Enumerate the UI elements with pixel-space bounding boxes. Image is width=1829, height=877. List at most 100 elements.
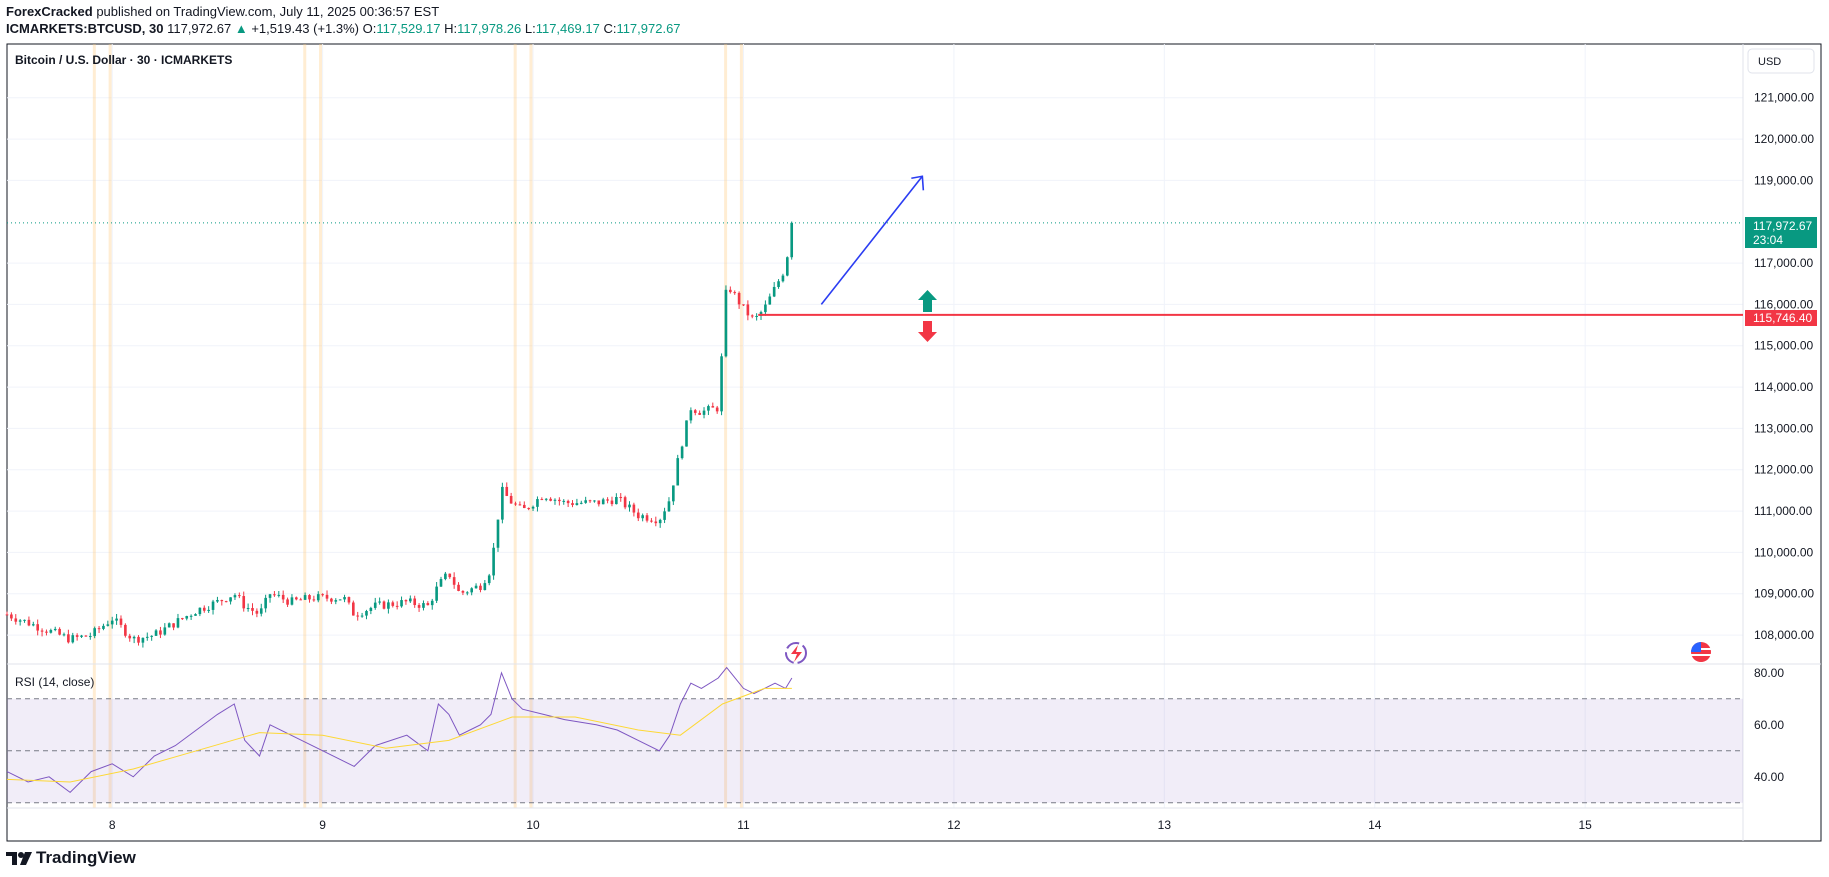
candle-body [768, 296, 772, 305]
candle-body [84, 635, 88, 637]
candle-body [128, 635, 132, 639]
candle-body [536, 499, 539, 507]
candle-body [185, 616, 189, 619]
candle-body [501, 486, 504, 520]
candle-body [786, 257, 789, 276]
candle-body [216, 600, 219, 602]
chart-title: Bitcoin / U.S. Dollar · 30 · ICMARKETS [15, 53, 232, 67]
candle-body [325, 594, 329, 599]
candle-body [680, 446, 684, 459]
candle-body [18, 620, 22, 622]
candle-body [487, 575, 491, 584]
candle-body [299, 599, 303, 601]
candle-body [702, 410, 706, 415]
tradingview-logo[interactable]: TradingView [6, 848, 136, 868]
candle-body [597, 500, 601, 505]
candle-body [141, 637, 145, 643]
candle-body [549, 498, 552, 501]
candle-body [395, 605, 399, 607]
short-arrow-icon[interactable] [918, 321, 937, 342]
candle-body [579, 502, 583, 504]
candle-body [584, 500, 587, 503]
candle-body [448, 573, 452, 578]
candle-body [558, 499, 561, 502]
candle-body [439, 579, 443, 587]
candle-body [772, 286, 776, 297]
candle-body [347, 597, 351, 603]
symbol-label: ICMARKETS:BTCUSD, 30 [6, 21, 164, 36]
candle-body [255, 610, 259, 614]
candle-body [53, 628, 57, 631]
price-tick-label: 115,000.00 [1754, 339, 1813, 353]
candle-body [150, 635, 153, 637]
candle-body [470, 588, 474, 593]
candle-body [189, 615, 193, 617]
candle-body [159, 630, 162, 635]
us-flag-icon[interactable] [1691, 642, 1711, 662]
candle-body [720, 356, 723, 412]
candle-body [110, 620, 114, 625]
candle-body [71, 635, 75, 643]
candle-body [413, 598, 417, 606]
change-up-icon: ▲ [234, 21, 248, 36]
candle-body [163, 627, 167, 635]
candle-body [636, 512, 640, 519]
candle-body [220, 600, 224, 602]
candle-body [663, 511, 666, 520]
candle-body [132, 636, 136, 639]
candle-body [119, 618, 123, 625]
author-name: ForexCracked [6, 4, 93, 19]
candle-body [777, 281, 780, 287]
candle-body [764, 304, 767, 313]
candle-body [23, 619, 26, 621]
candle-body [540, 499, 544, 501]
open-label: O: [362, 21, 377, 36]
last-price-badge [1745, 217, 1817, 248]
candle-body [588, 500, 592, 502]
rsi-tick-label: 80.00 [1754, 666, 1784, 680]
price-tick-label: 111,000.00 [1754, 504, 1813, 518]
price-tick-label: 121,000.00 [1754, 91, 1814, 105]
candle-body [444, 573, 447, 580]
time-tick-label: 15 [1579, 818, 1593, 832]
candle-body [566, 500, 570, 504]
candle-body [369, 607, 373, 611]
candle-body [312, 599, 316, 601]
price-tick-label: 109,000.00 [1754, 587, 1814, 601]
candle-body [505, 486, 509, 496]
candle-body [509, 495, 513, 504]
candle-body [422, 603, 425, 608]
candle-body [40, 630, 44, 632]
close-value: 117,972.67 [616, 21, 681, 36]
candle-body [430, 600, 434, 606]
dividend-event-icon[interactable] [785, 642, 807, 664]
candle-body [295, 597, 298, 600]
candle-body [724, 289, 728, 357]
candle-body [619, 497, 623, 499]
candle-body [124, 624, 127, 636]
candle-body [378, 601, 381, 603]
trend-arrow-head [911, 175, 925, 191]
low-label: L: [524, 21, 536, 36]
candle-body [238, 595, 241, 597]
candle-body [711, 406, 715, 408]
price-tick-label: 120,000.00 [1754, 132, 1814, 146]
countdown-label: 23:04 [1753, 233, 1783, 247]
publish-text: published on TradingView.com, July 11, 2… [92, 4, 440, 19]
candle-body [343, 597, 346, 600]
candle-body [571, 503, 574, 506]
rsi-axis[interactable]: 80.00 60.00 40.00 [1754, 666, 1784, 784]
candle-body [615, 497, 618, 505]
candle-body [198, 607, 202, 615]
candle-body [67, 634, 70, 643]
candle-body [137, 636, 140, 643]
price-axis[interactable]: 121,000.00 120,000.00 119,000.00 117,000.00… [1754, 91, 1814, 642]
time-axis[interactable]: 8 9 10 11 12 13 14 15 [109, 818, 1592, 832]
currency-button[interactable] [1747, 48, 1815, 74]
candle-body [88, 636, 92, 638]
long-arrow-icon[interactable] [918, 290, 937, 312]
trend-arrow[interactable] [820, 175, 923, 305]
candle-body [211, 601, 215, 610]
candle-body [14, 618, 18, 622]
